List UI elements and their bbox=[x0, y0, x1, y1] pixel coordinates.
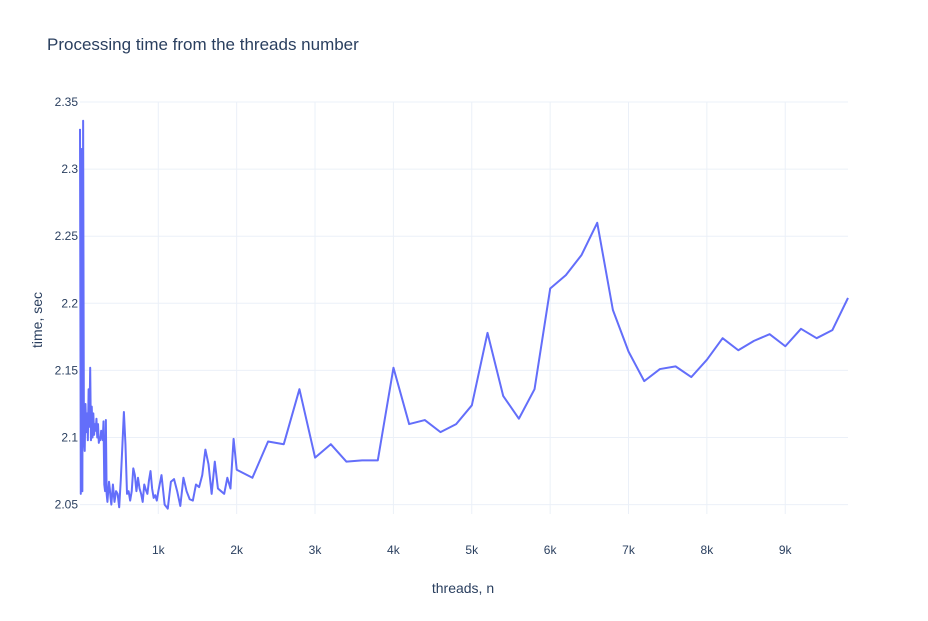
y-tick-label: 2.35 bbox=[55, 95, 79, 109]
x-tick-label: 6k bbox=[544, 543, 558, 557]
x-tick-label: 2k bbox=[230, 543, 244, 557]
y-tick-label: 2.15 bbox=[55, 363, 79, 377]
x-tick-label: 1k bbox=[152, 543, 166, 557]
y-axis-ticks: 2.05 2.1 2.15 2.2 2.25 2.3 2.35 bbox=[55, 95, 79, 512]
x-axis-ticks: 1k 2k 3k 4k 5k 6k 7k 8k 9k bbox=[152, 543, 793, 557]
x-tick-label: 5k bbox=[465, 543, 479, 557]
plot-area bbox=[79, 119, 849, 510]
x-tick-label: 9k bbox=[779, 543, 793, 557]
series-line bbox=[79, 119, 849, 510]
chart-title: Processing time from the threads number bbox=[47, 35, 359, 54]
y-tick-label: 2.05 bbox=[55, 498, 79, 512]
gridlines bbox=[80, 101, 848, 514]
x-axis-title: threads, n bbox=[432, 580, 494, 596]
y-tick-label: 2.25 bbox=[55, 229, 79, 243]
x-tick-label: 4k bbox=[387, 543, 401, 557]
y-tick-label: 2.1 bbox=[61, 431, 78, 445]
x-tick-label: 8k bbox=[701, 543, 715, 557]
x-tick-label: 7k bbox=[622, 543, 636, 557]
y-tick-label: 2.3 bbox=[61, 162, 78, 176]
x-tick-label: 3k bbox=[309, 543, 323, 557]
y-axis-title: time, sec bbox=[29, 292, 45, 348]
y-tick-label: 2.2 bbox=[61, 296, 78, 310]
